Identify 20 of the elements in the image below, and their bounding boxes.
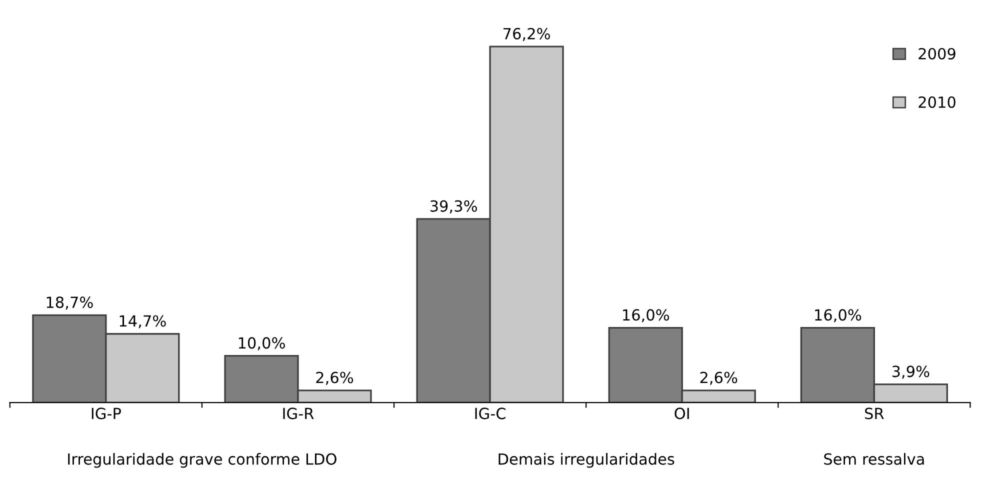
x-tick-label: IG-C (475, 408, 506, 420)
data-label: 3,9% (892, 366, 930, 379)
data-label: 16,0% (623, 309, 670, 322)
x-tick-label: OI (674, 408, 689, 420)
x-tick-label: SR (865, 408, 884, 420)
data-label: 14,7% (120, 315, 166, 328)
text: Irregularidade grave conforme LDO (68, 452, 336, 468)
data-label: 10,0% (238, 337, 285, 350)
text: Demais irregularidades (498, 452, 674, 468)
data-label: 39,3% (430, 200, 477, 214)
x-tick-label: IG-R (283, 408, 314, 420)
text: Sem ressalva (824, 452, 924, 465)
data-label: 2,6% (700, 372, 738, 385)
data-label: 16,0% (815, 309, 862, 322)
legend-label: 2009 (918, 48, 956, 60)
data-label: 2,6% (316, 372, 354, 385)
legend-label: 2010 (918, 96, 956, 108)
data-label: 18,7% (46, 296, 93, 310)
x-tick-label: IG-P (92, 408, 121, 420)
data-label: 76,2% (504, 28, 550, 42)
